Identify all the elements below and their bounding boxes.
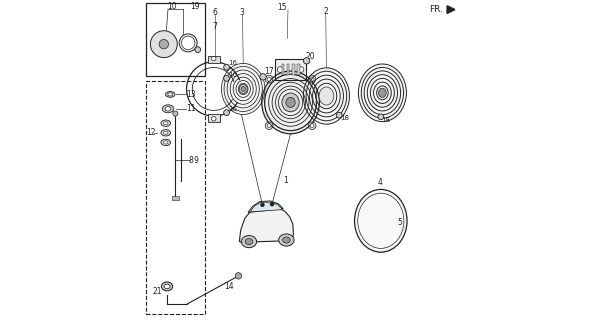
Text: 13: 13 bbox=[186, 90, 196, 99]
Text: 17: 17 bbox=[264, 67, 274, 76]
Text: 21: 21 bbox=[152, 287, 162, 296]
Ellipse shape bbox=[162, 282, 173, 291]
Ellipse shape bbox=[164, 122, 168, 125]
Text: 2: 2 bbox=[323, 7, 328, 16]
Bar bbox=[297, 64, 300, 75]
Text: 18: 18 bbox=[381, 117, 390, 123]
Bar bbox=[208, 114, 219, 122]
Circle shape bbox=[235, 273, 241, 279]
Circle shape bbox=[265, 75, 273, 83]
Bar bbox=[145, 3, 205, 76]
Text: 11: 11 bbox=[186, 104, 195, 113]
Ellipse shape bbox=[162, 105, 174, 113]
Text: 4: 4 bbox=[378, 178, 382, 187]
Ellipse shape bbox=[354, 189, 407, 252]
Circle shape bbox=[195, 47, 201, 52]
Text: 1: 1 bbox=[283, 176, 288, 185]
Circle shape bbox=[270, 202, 274, 206]
Text: 6: 6 bbox=[213, 8, 218, 17]
Bar bbox=[275, 59, 306, 80]
Text: 9: 9 bbox=[193, 156, 198, 164]
Circle shape bbox=[267, 124, 271, 128]
Text: 16: 16 bbox=[229, 72, 238, 77]
Text: 19: 19 bbox=[190, 2, 200, 11]
Text: FR.: FR. bbox=[429, 5, 443, 14]
Circle shape bbox=[308, 122, 316, 130]
Ellipse shape bbox=[161, 130, 171, 136]
Text: 16: 16 bbox=[229, 106, 238, 112]
Circle shape bbox=[173, 111, 178, 116]
Ellipse shape bbox=[168, 93, 173, 96]
Ellipse shape bbox=[164, 141, 168, 144]
Ellipse shape bbox=[283, 237, 290, 243]
Circle shape bbox=[265, 122, 273, 130]
Ellipse shape bbox=[286, 97, 295, 108]
Bar bbox=[292, 64, 294, 75]
Ellipse shape bbox=[161, 120, 171, 126]
Circle shape bbox=[336, 112, 342, 118]
Circle shape bbox=[267, 77, 271, 81]
Circle shape bbox=[181, 36, 195, 50]
Text: 14: 14 bbox=[224, 282, 233, 291]
Ellipse shape bbox=[358, 64, 406, 122]
Bar bbox=[208, 56, 219, 63]
Circle shape bbox=[310, 77, 314, 81]
Ellipse shape bbox=[240, 84, 247, 93]
Ellipse shape bbox=[164, 131, 168, 134]
Text: 15: 15 bbox=[277, 3, 287, 12]
Polygon shape bbox=[240, 206, 294, 242]
Bar bbox=[145, 81, 205, 314]
Ellipse shape bbox=[245, 239, 253, 245]
Ellipse shape bbox=[165, 92, 175, 97]
Bar bbox=[172, 196, 179, 200]
Bar bbox=[282, 64, 285, 75]
Polygon shape bbox=[248, 201, 283, 212]
Text: 10: 10 bbox=[167, 2, 177, 11]
Text: 8: 8 bbox=[189, 156, 194, 164]
Ellipse shape bbox=[241, 86, 246, 92]
Circle shape bbox=[308, 75, 316, 83]
Circle shape bbox=[179, 34, 197, 52]
Ellipse shape bbox=[282, 93, 299, 112]
Ellipse shape bbox=[379, 88, 386, 97]
Ellipse shape bbox=[221, 63, 265, 115]
Circle shape bbox=[212, 56, 216, 61]
Circle shape bbox=[378, 114, 384, 120]
Text: 5: 5 bbox=[398, 218, 402, 227]
Circle shape bbox=[159, 39, 168, 49]
Ellipse shape bbox=[165, 107, 171, 111]
Circle shape bbox=[224, 110, 229, 116]
Ellipse shape bbox=[262, 71, 319, 134]
Circle shape bbox=[260, 74, 266, 80]
Circle shape bbox=[303, 58, 309, 64]
Text: 7: 7 bbox=[213, 22, 218, 31]
Circle shape bbox=[224, 76, 229, 81]
Circle shape bbox=[224, 64, 229, 70]
Bar bbox=[287, 64, 289, 75]
Text: 20: 20 bbox=[306, 52, 315, 60]
Circle shape bbox=[150, 31, 178, 58]
Circle shape bbox=[298, 67, 304, 73]
Text: 16: 16 bbox=[229, 60, 238, 66]
Text: 12: 12 bbox=[147, 128, 156, 137]
Ellipse shape bbox=[278, 234, 294, 246]
Circle shape bbox=[212, 116, 216, 121]
Text: 18: 18 bbox=[340, 116, 349, 121]
Ellipse shape bbox=[303, 68, 350, 124]
Text: 3: 3 bbox=[239, 8, 244, 17]
Ellipse shape bbox=[241, 236, 257, 248]
Ellipse shape bbox=[161, 139, 171, 146]
Circle shape bbox=[260, 203, 264, 207]
Circle shape bbox=[277, 67, 283, 73]
Ellipse shape bbox=[319, 87, 334, 105]
Polygon shape bbox=[250, 202, 283, 212]
Ellipse shape bbox=[164, 284, 170, 289]
Circle shape bbox=[310, 124, 314, 128]
